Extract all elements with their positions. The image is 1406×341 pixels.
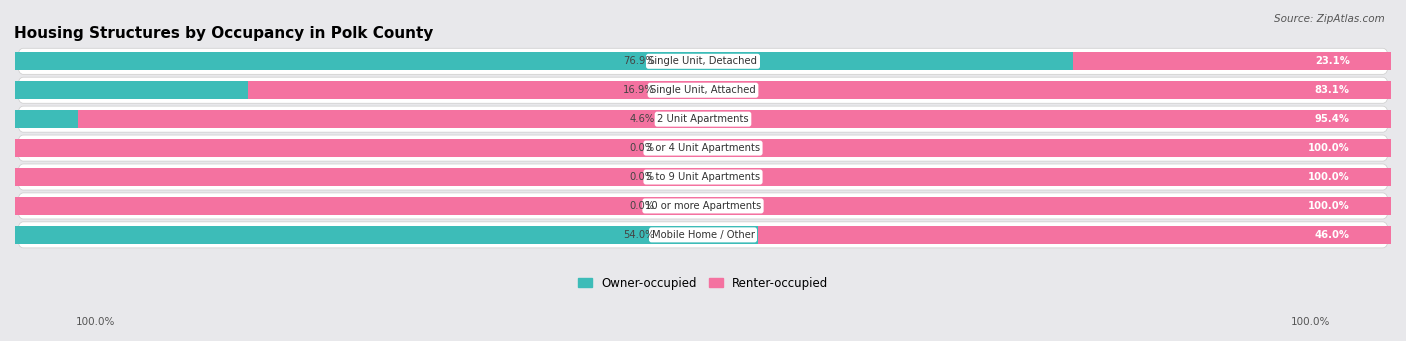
- Text: 10 or more Apartments: 10 or more Apartments: [645, 201, 761, 211]
- Text: 2 Unit Apartments: 2 Unit Apartments: [657, 114, 749, 124]
- Text: Single Unit, Attached: Single Unit, Attached: [650, 85, 756, 95]
- Text: 76.9%: 76.9%: [623, 56, 655, 66]
- Text: 100.0%: 100.0%: [1308, 172, 1350, 182]
- Bar: [79, 110, 1391, 128]
- Bar: [15, 52, 1073, 70]
- Text: 23.1%: 23.1%: [1315, 56, 1350, 66]
- Bar: [15, 81, 247, 99]
- Text: 3 or 4 Unit Apartments: 3 or 4 Unit Apartments: [645, 143, 761, 153]
- Bar: [15, 139, 1391, 157]
- FancyBboxPatch shape: [18, 77, 1388, 103]
- Bar: [247, 81, 1391, 99]
- Text: 0.0%: 0.0%: [630, 201, 655, 211]
- Text: 100.0%: 100.0%: [1291, 317, 1330, 327]
- FancyBboxPatch shape: [18, 222, 1388, 248]
- FancyBboxPatch shape: [18, 106, 1388, 132]
- Text: Single Unit, Detached: Single Unit, Detached: [648, 56, 758, 66]
- FancyBboxPatch shape: [18, 193, 1388, 219]
- Text: 95.4%: 95.4%: [1315, 114, 1350, 124]
- Text: 0.0%: 0.0%: [630, 143, 655, 153]
- Bar: [15, 168, 84, 186]
- Bar: [15, 168, 1391, 186]
- Text: 16.9%: 16.9%: [623, 85, 655, 95]
- FancyBboxPatch shape: [18, 164, 1388, 190]
- Text: Source: ZipAtlas.com: Source: ZipAtlas.com: [1274, 14, 1385, 24]
- Text: 100.0%: 100.0%: [1308, 143, 1350, 153]
- Bar: [758, 226, 1391, 244]
- Text: 4.6%: 4.6%: [630, 114, 655, 124]
- Bar: [15, 197, 84, 215]
- Text: Housing Structures by Occupancy in Polk County: Housing Structures by Occupancy in Polk …: [14, 26, 433, 41]
- Bar: [15, 197, 1391, 215]
- Text: Mobile Home / Other: Mobile Home / Other: [651, 230, 755, 240]
- Text: 83.1%: 83.1%: [1315, 85, 1350, 95]
- Bar: [15, 139, 84, 157]
- Text: 100.0%: 100.0%: [1308, 201, 1350, 211]
- Text: 54.0%: 54.0%: [623, 230, 655, 240]
- Text: 46.0%: 46.0%: [1315, 230, 1350, 240]
- Bar: [15, 110, 84, 128]
- Text: 5 to 9 Unit Apartments: 5 to 9 Unit Apartments: [645, 172, 761, 182]
- Text: 100.0%: 100.0%: [76, 317, 115, 327]
- Bar: [1073, 52, 1391, 70]
- Bar: [15, 226, 758, 244]
- Text: 0.0%: 0.0%: [630, 172, 655, 182]
- FancyBboxPatch shape: [18, 135, 1388, 161]
- FancyBboxPatch shape: [18, 48, 1388, 74]
- Legend: Owner-occupied, Renter-occupied: Owner-occupied, Renter-occupied: [572, 272, 834, 294]
